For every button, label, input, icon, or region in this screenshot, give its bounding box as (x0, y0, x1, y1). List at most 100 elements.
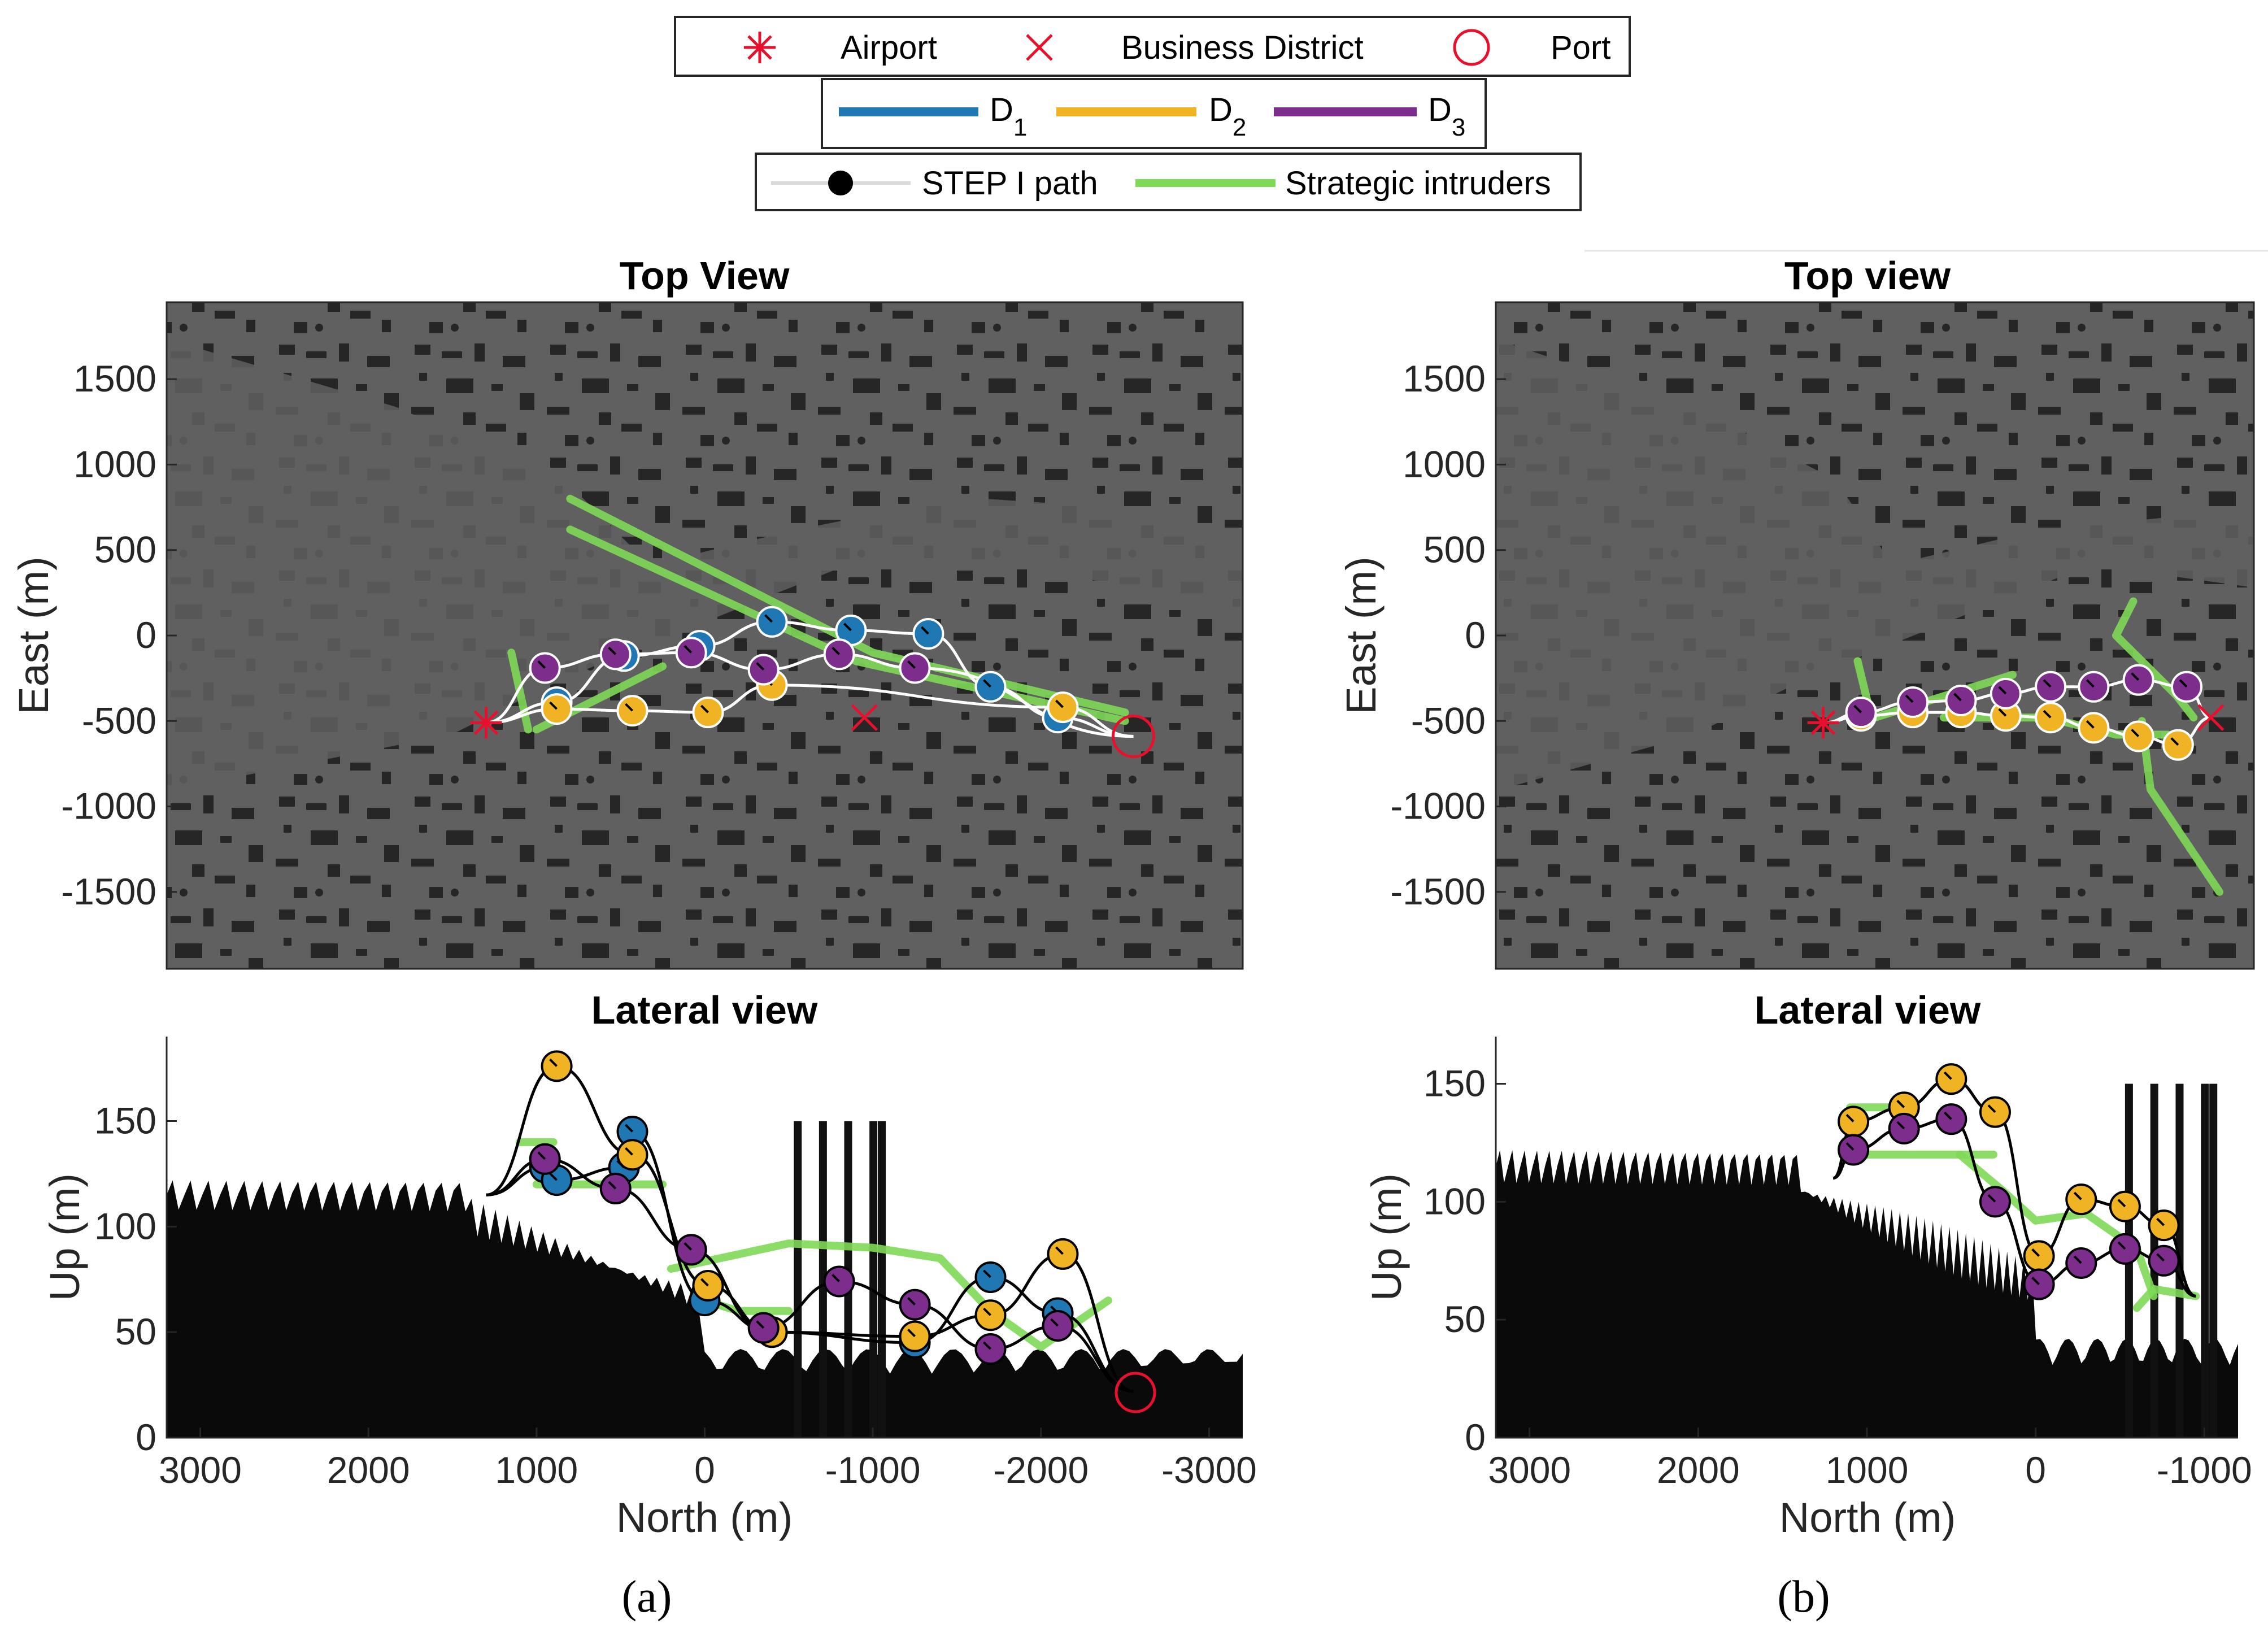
panel-a-lateral-xticks: 3000 2000 1000 0 -1000 -2000 -3000 (159, 1428, 1257, 1491)
panel-b-lat-waypoint-heading (1987, 1104, 1996, 1113)
panel-a-top-title: Top View (620, 254, 790, 298)
panel-a-top-waypoint-heading (843, 623, 852, 632)
legend-step-path-dot (828, 171, 853, 195)
panel-b-lat-ytick-label: 0 (1465, 1416, 1486, 1458)
panel-a-lat-waypoint-heading (625, 1124, 633, 1133)
panel-b-top-waypoint-heading (1998, 708, 2007, 717)
panel-b-top-waypoint-heading (2043, 710, 2052, 719)
panel-a-top-waypoint-heading (537, 660, 546, 669)
panel-b-lat-xtick-label: 3000 (1488, 1449, 1571, 1491)
panel-b-lat-xtick-label: 2000 (1657, 1449, 1740, 1491)
panel-a-lat-ytick-label: 50 (115, 1311, 156, 1352)
panel-b-top-path-d3 (1823, 678, 2212, 724)
panel-b-top-river (1496, 339, 2254, 791)
panel-b-lat-xtick-label: 1000 (1826, 1449, 1909, 1491)
panel-a-lat-waypoint-heading (549, 1058, 558, 1067)
panel-b-top-ytick-label: 1500 (1403, 358, 1486, 399)
panel-a-lat-path-d3 (486, 1157, 1134, 1393)
panel-a-top-waypoint-heading (756, 662, 765, 671)
panel-b-top-waypoint-heading (1998, 686, 2007, 695)
panel-b-lateral-terrain (1496, 1083, 2238, 1438)
panel-a-lateral-port-marker (1115, 1372, 1156, 1413)
panel-a-lat-xtick-label: 1000 (495, 1449, 578, 1491)
panel-b-top-markers (1845, 664, 2203, 761)
legend: Airport Business District Port D1 D2 D3 … (674, 16, 1631, 211)
panel-b-lat-waypoint-heading (1987, 1194, 1996, 1203)
panel-b-top-waypoint-heading (2131, 672, 2140, 681)
panel-a-top-ytick-label: -1500 (61, 871, 156, 912)
panel-a-lat-xtick-label: -3000 (1161, 1449, 1257, 1491)
panel-b-top-intruder-line (2138, 717, 2223, 896)
panel-a-lat-waypoint-heading (907, 1329, 916, 1338)
panel-b-lateral-xlabel: North (m) (1779, 1494, 1956, 1541)
panel-b-lat-waypoint-heading (1845, 1113, 1855, 1122)
panel-a-lat-waypoint-heading (700, 1278, 709, 1287)
panel-b-top-waypoint-heading (2170, 737, 2179, 746)
panel-b-top-business-marker (2197, 704, 2225, 731)
panel-b-top-airport-marker (1807, 707, 1839, 739)
panel-b-lat-ytick-label: 150 (1424, 1063, 1486, 1104)
panel-a-lat-waypoint-heading (756, 1320, 765, 1329)
caption-a: (a) (622, 1572, 672, 1622)
panel-a-lat-intruder-line (667, 1239, 1112, 1351)
panel-a-lat-terrain-fill (167, 1180, 1243, 1438)
panel-a-lat-waypoint-heading (549, 1172, 558, 1181)
panel-b-top-paths (1823, 678, 2212, 747)
legend-business-label: Business District (1121, 29, 1364, 66)
panel-b-lat-ytick-label: 100 (1424, 1180, 1486, 1222)
panel-b-lat-tower (2209, 1083, 2218, 1438)
panel-a-top-ytick-label: -500 (82, 699, 156, 741)
panel-a-top-ytick-label: 500 (94, 529, 156, 571)
panel-a-lat-waypoint-heading (608, 1181, 617, 1190)
panel-b-lat-intruder-line (1956, 1150, 2158, 1300)
legend-row1-box (674, 16, 1631, 77)
legend-d2-label: D2 (1209, 92, 1246, 141)
legend-port-label: Port (1551, 29, 1610, 66)
panel-b-top-waypoint-heading (1853, 704, 1862, 713)
panel-a-lat-xtick-label: 0 (694, 1449, 715, 1491)
panel-b-top-view: Top view 1500 1000 500 0 -500 -1000 -1500 East… (1338, 254, 2255, 970)
panel-a-top-port-marker (1112, 715, 1156, 759)
panel-a-top-landmarks (470, 704, 1156, 759)
legend-business-marker (1026, 34, 1053, 61)
panel-b-top-waypoint-heading (2043, 679, 2052, 688)
panel-a-top-ytick-label: 1000 (73, 443, 156, 485)
panel-a-lat-waypoint-heading (1055, 1246, 1064, 1255)
panel-b-top-waypoint-heading (1953, 693, 1962, 702)
panel-a-top-business-marker (851, 704, 878, 731)
panel-b-top-intruder-line (2112, 597, 2198, 722)
panel-b-lat-waypoint-heading (2031, 1277, 2040, 1285)
panel-a-lat-ytick-label: 0 (136, 1416, 156, 1458)
panel-a-lat-xtick-label: -2000 (993, 1449, 1089, 1491)
panel-a-lat-xtick-label: -1000 (825, 1449, 921, 1491)
panel-b-top-ytick-label: 0 (1465, 614, 1486, 656)
panel-a-lat-xtick-label: 3000 (159, 1449, 242, 1491)
panel-a-top-waypoint-heading (700, 704, 709, 713)
panel-a-top-waypoint-heading (684, 645, 693, 654)
panel-a-lat-waypoint-heading (1050, 1318, 1059, 1327)
panel-a-top-intruder-line (566, 494, 1129, 717)
panel-a-top-intruder-line (566, 525, 1129, 725)
panel-b-lateral-xticks: 3000 2000 1000 0 -1000 (1488, 1428, 2252, 1491)
panel-a-lateral-title: Lateral view (591, 988, 818, 1032)
panel-b-lat-xtick-label: -1000 (2157, 1449, 2252, 1491)
panel-a-top-airport-marker (470, 707, 502, 739)
panel-a-top-ytick-label: 0 (136, 614, 156, 656)
panel-a-top-waypoint-heading (1055, 699, 1064, 708)
panel-a-top-waypoint-heading (907, 660, 916, 669)
panel-b-top-path-d2 (1823, 711, 2212, 747)
panel-b-lat-tower (2201, 1083, 2209, 1438)
panel-a-lat-waypoint-heading (684, 1242, 693, 1251)
panel-a-top-intruder-line (507, 649, 532, 734)
panel-b-top-waypoint-heading (1905, 694, 1914, 703)
panel-b-lat-waypoint-heading (2117, 1241, 2126, 1250)
panel-b-top-yticks: 1500 1000 500 0 -500 -1000 -1500 (1390, 358, 1506, 912)
panel-a-lateral-yticks: 0 50 100 150 (94, 1099, 177, 1458)
panel-a-lateral-ylabel: Up (m) (41, 1173, 88, 1301)
panel-a-top-waypoint-heading (920, 626, 929, 635)
panel-b-lat-waypoint-heading (1943, 1071, 1952, 1080)
panel-b-lat-waypoint-heading (2156, 1253, 2165, 1262)
panel-b-top-waypoint-heading (2179, 679, 2188, 688)
panel-a-top-ylabel: East (m) (10, 556, 57, 715)
